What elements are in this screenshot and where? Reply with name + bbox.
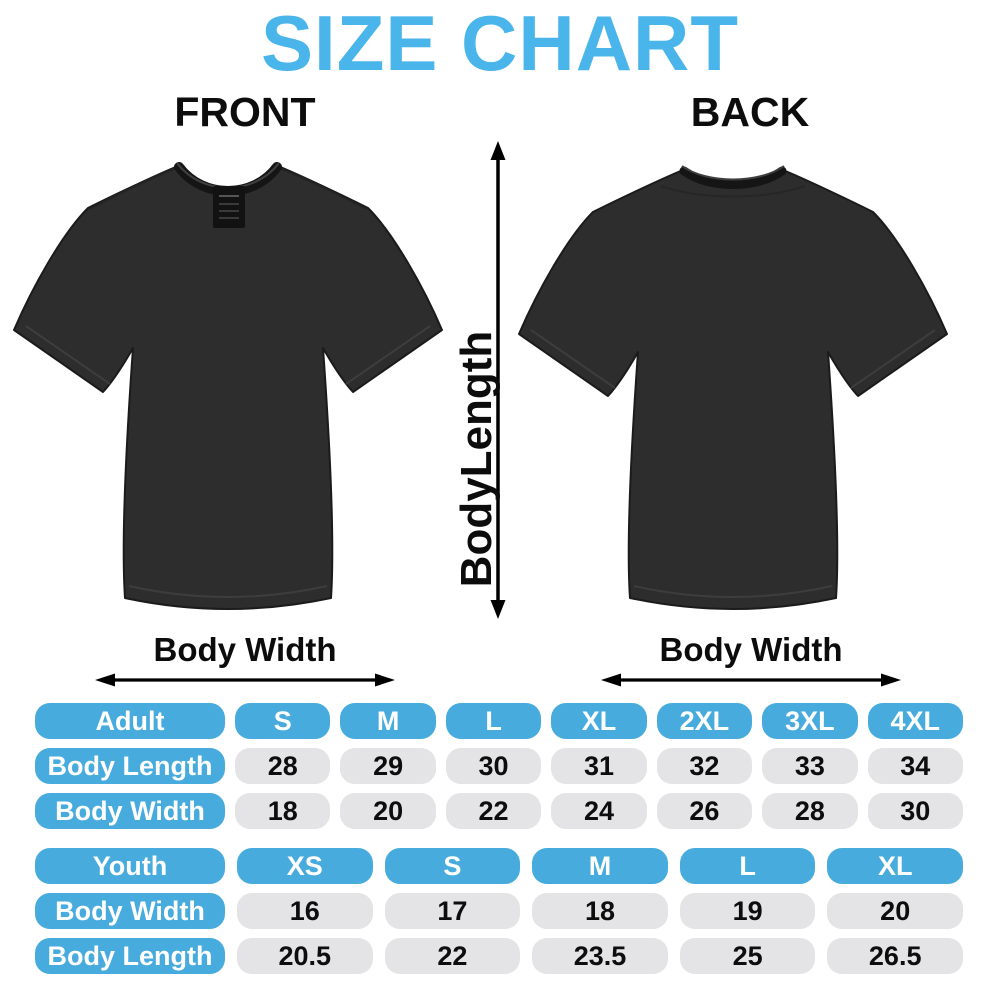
value-cell: 22 [445,793,542,829]
page-title: SIZE CHART [261,0,739,87]
youth-size-header: XS [237,848,373,884]
body-width-label-front: Body Width [153,631,337,668]
value-cell: 18 [532,893,668,929]
value-cell: 20 [340,793,436,829]
adult-size-header: 3XL [762,703,858,739]
body-width-arrow-icon-front [95,673,395,687]
value-cell: 25 [679,938,816,974]
body-length-arrow-icon [490,141,506,619]
youth-body-length-row: Body Length 20.5 22 23.5 25 26.5 [35,938,963,974]
youth-size-header: XL [827,848,963,884]
front-view-label: FRONT [174,89,316,135]
value-cell: 17 [384,893,521,929]
value-cell: 22 [384,938,521,974]
value-cell: 16 [237,893,373,929]
value-cell: 28 [235,748,331,784]
value-cell: 34 [867,748,963,784]
value-cell: 33 [762,748,858,784]
value-cell: 32 [656,748,753,784]
value-cell: 20.5 [237,938,373,974]
adult-size-header: 4XL [867,703,963,739]
value-cell: 23.5 [532,938,668,974]
adult-size-header: XL [551,703,647,739]
youth-header-row: Youth XS S M L XL [35,848,963,884]
youth-size-header: M [532,848,668,884]
youth-group-label: Youth [35,848,225,884]
adult-size-header: M [340,703,436,739]
adult-body-length-row: Body Length 28 29 30 31 32 33 34 [35,748,963,784]
adult-body-width-row: Body Width 18 20 22 24 26 28 30 [35,793,963,829]
body-width-annotation-back: Body Width [601,632,901,691]
row-label: Body Length [35,938,225,974]
body-width-arrow-icon-back [601,673,901,687]
youth-size-header: L [679,848,816,884]
adult-header-row: Adult S M L XL 2XL 3XL 4XL [35,703,963,739]
value-cell: 24 [551,793,647,829]
adult-size-header: L [445,703,542,739]
size-table: Adult S M L XL 2XL 3XL 4XL Body Length 2… [35,703,963,983]
value-cell: 28 [762,793,858,829]
row-label: Body Width [35,893,225,929]
youth-body-width-row: Body Width 16 17 18 19 20 [35,893,963,929]
row-label: Body Length [35,748,225,784]
value-cell: 29 [340,748,436,784]
youth-size-header: S [384,848,521,884]
tshirt-back-icon [518,165,948,610]
value-cell: 26 [656,793,753,829]
body-length-label: BodyLength [452,330,501,588]
adult-size-header: 2XL [656,703,753,739]
value-cell: 31 [551,748,647,784]
body-width-annotation-front: Body Width [95,632,395,691]
value-cell: 30 [445,748,542,784]
value-cell: 30 [867,793,963,829]
back-view-label: BACK [690,89,810,135]
adult-size-header: S [235,703,331,739]
adult-group-label: Adult [35,703,225,739]
body-width-label-back: Body Width [659,631,843,668]
value-cell: 19 [679,893,816,929]
value-cell: 20 [827,893,963,929]
value-cell: 26.5 [827,938,963,974]
row-label: Body Width [35,793,225,829]
value-cell: 18 [235,793,331,829]
tshirt-front-icon [13,162,443,610]
